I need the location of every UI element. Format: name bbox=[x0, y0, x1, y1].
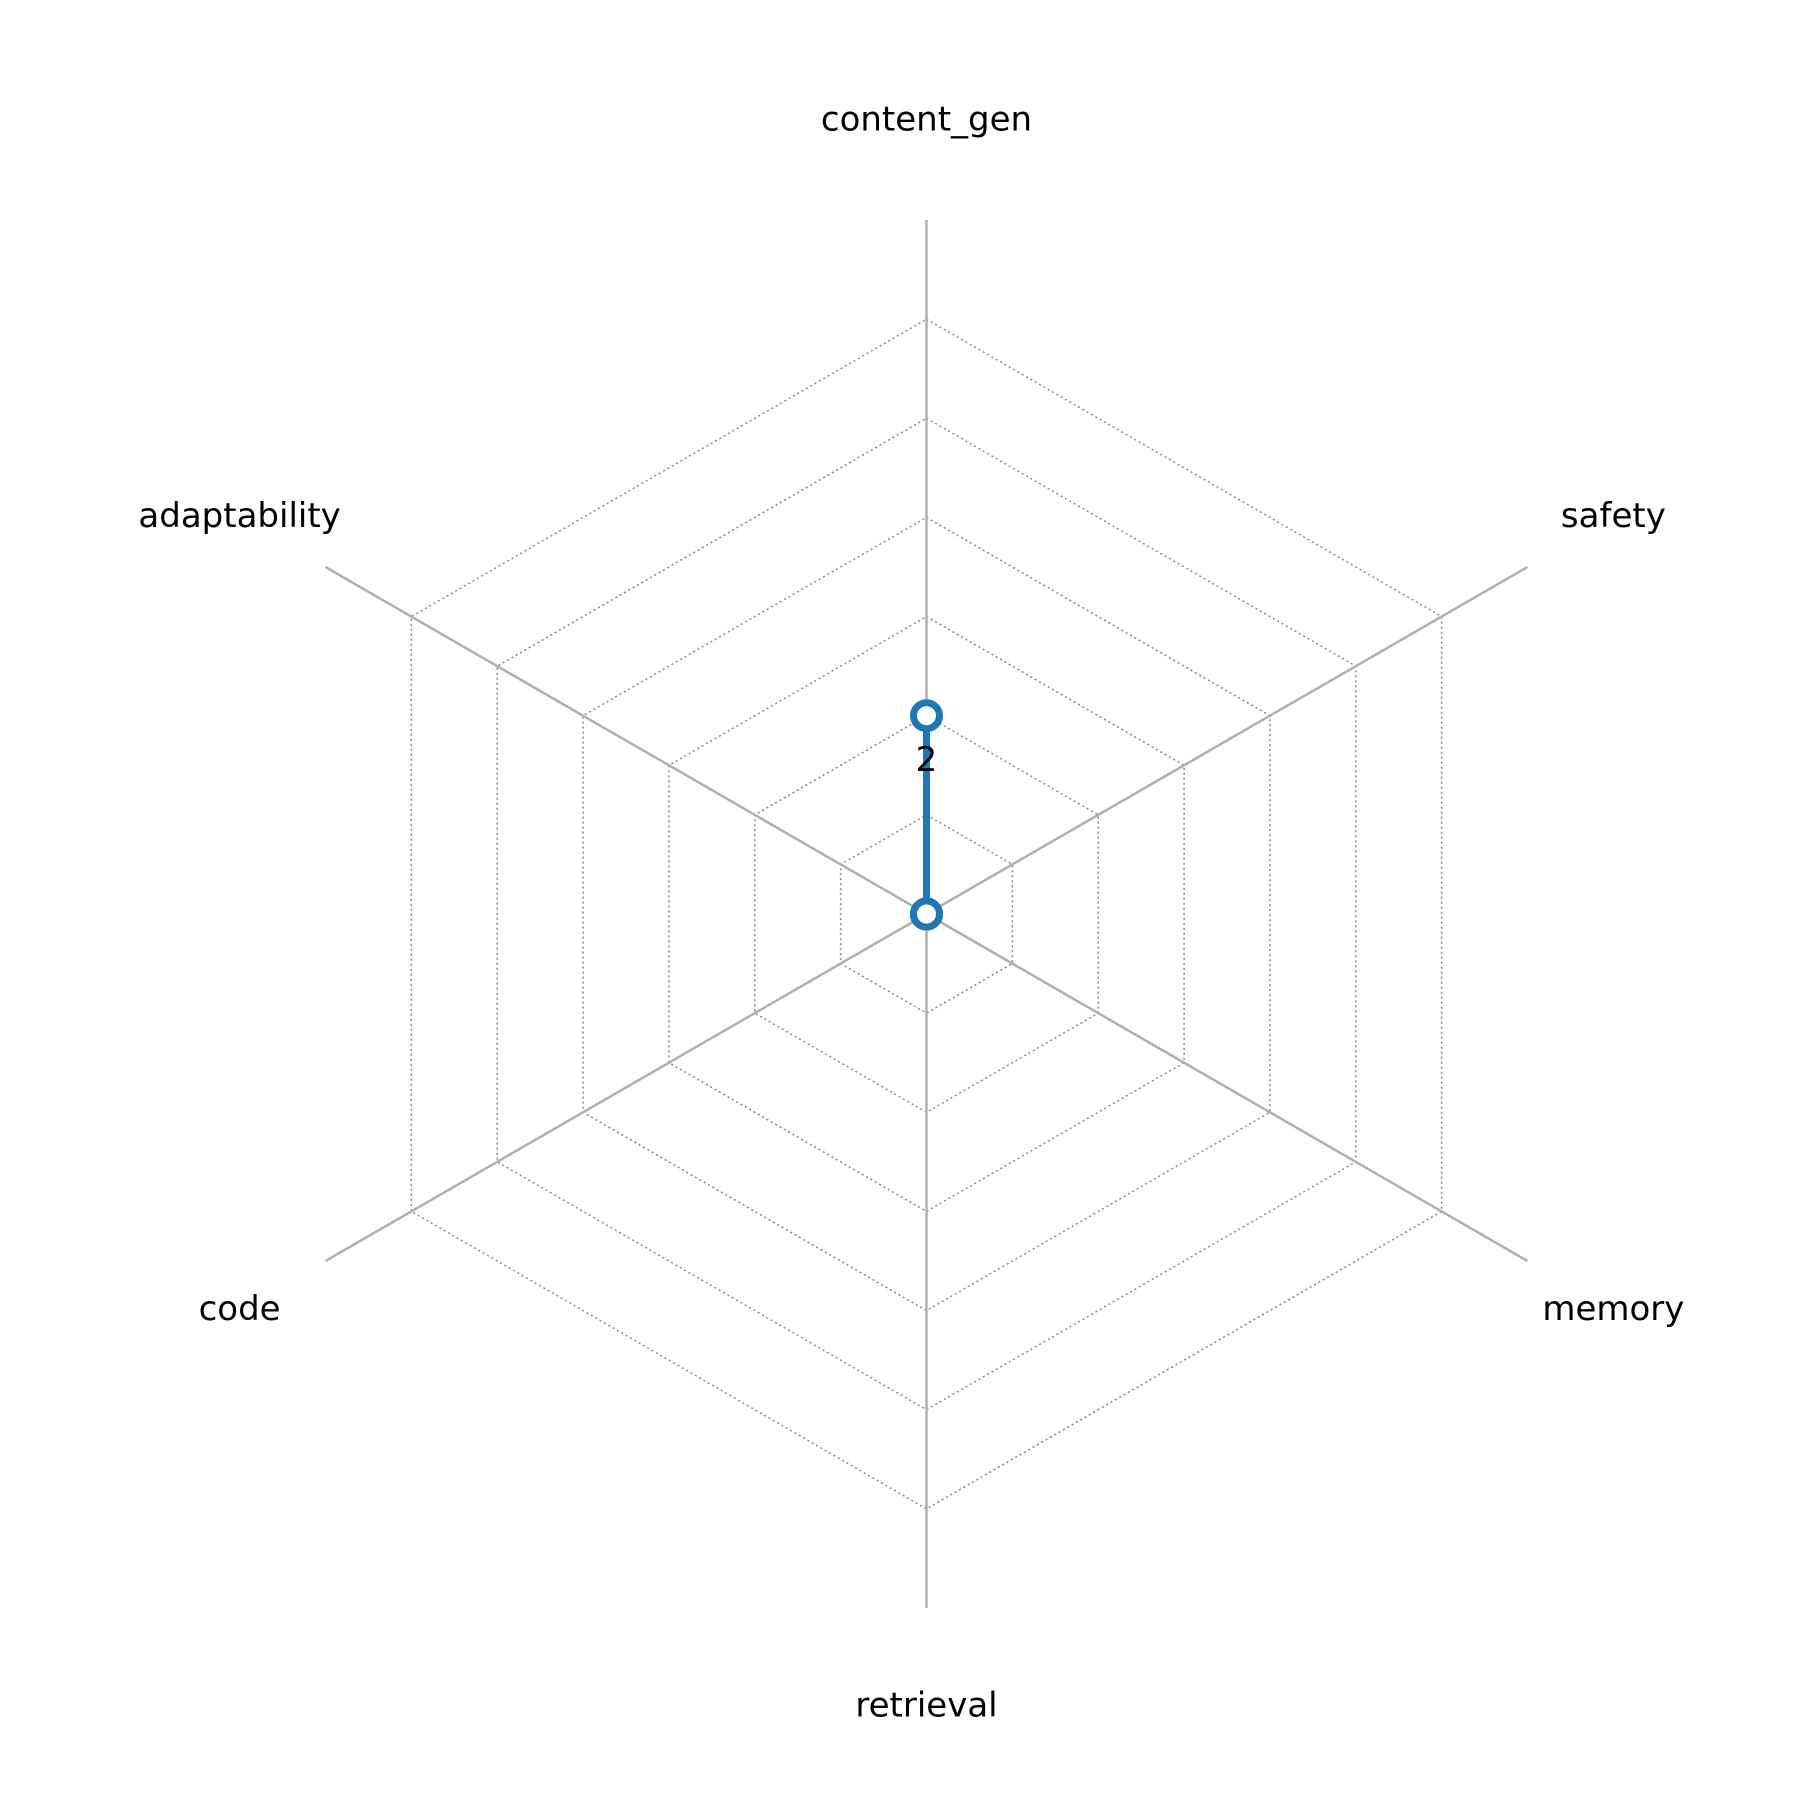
axis-line bbox=[324, 565, 928, 916]
axis-line bbox=[324, 912, 928, 1263]
axis-label: adaptability bbox=[138, 496, 340, 536]
axis-line bbox=[925, 912, 1529, 1263]
value-label: 2 bbox=[916, 740, 938, 780]
axis-label: content_gen bbox=[821, 99, 1032, 139]
point bbox=[910, 897, 943, 931]
axis-label: safety bbox=[1561, 496, 1666, 536]
axis-line bbox=[925, 565, 1529, 916]
axis-label: memory bbox=[1542, 1289, 1684, 1329]
axis-label: code bbox=[199, 1289, 281, 1329]
point bbox=[910, 699, 943, 733]
axis-label: retrieval bbox=[855, 1686, 997, 1726]
